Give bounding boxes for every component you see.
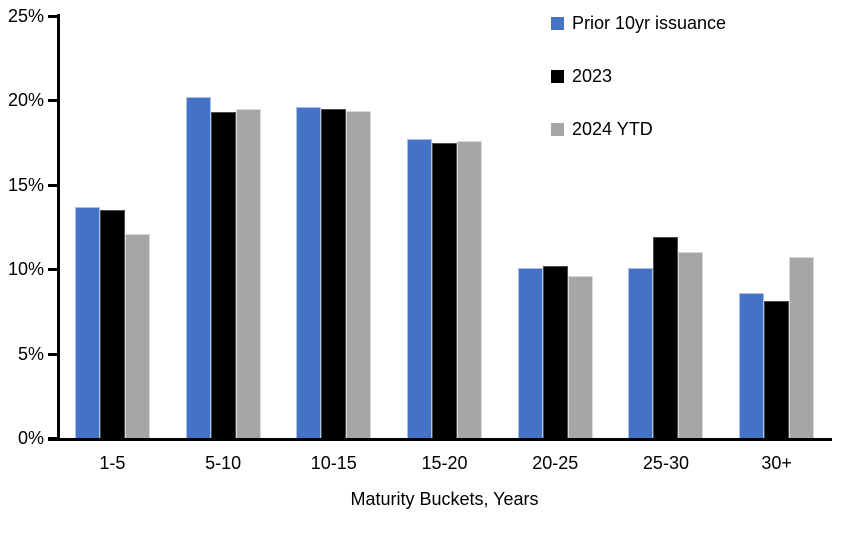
bar-2023-5-10	[210, 112, 236, 438]
bar-prior-10yr-issuance-5-10	[185, 97, 211, 438]
bar-2023-30+	[764, 301, 790, 438]
bar-prior-10yr-issuance-30+	[739, 292, 765, 438]
bar-prior-10yr-issuance-20-25	[517, 267, 543, 438]
bar-2024-ytd-20-25	[567, 275, 593, 438]
bar-prior-10yr-issuance-25-30	[628, 267, 654, 438]
bar-prior-10yr-issuance-10-15	[296, 107, 322, 438]
bar-2023-25-30	[653, 237, 679, 438]
y-tick-label: 15%	[7, 174, 44, 195]
bar-group-10-15	[278, 16, 389, 438]
bar-2024-ytd-1-5	[124, 233, 150, 438]
x-axis-labels: 1-5 5-10 10-15 15-20 20-25 25-30 30+	[57, 453, 832, 474]
bar-prior-10yr-issuance-15-20	[407, 139, 433, 438]
y-tick-mark	[48, 183, 57, 187]
legend: Prior 10yr issuance 2023 2024 YTD	[551, 11, 726, 170]
bar-group-15-20	[389, 16, 500, 438]
y-tick-mark	[48, 352, 57, 356]
legend-label: 2023	[572, 66, 613, 86]
y-tick-label: 10%	[7, 259, 44, 280]
legend-label: 2024 YTD	[572, 119, 653, 139]
legend-item-prior-10yr-issuance: Prior 10yr issuance	[551, 11, 726, 36]
x-tick-label-20-25: 20-25	[532, 453, 579, 473]
x-axis-line	[48, 438, 832, 441]
bar-2023-20-25	[542, 265, 568, 438]
bar-prior-10yr-issuance-1-5	[74, 206, 100, 438]
bar-2024-ytd-5-10	[235, 108, 261, 438]
x-tick-label-10-15: 10-15	[310, 453, 357, 473]
bar-2024-ytd-25-30	[678, 252, 704, 438]
y-axis-line	[57, 14, 60, 441]
bar-2024-ytd-10-15	[346, 110, 372, 438]
x-tick-label-1-5: 1-5	[99, 453, 126, 473]
bar-group-1-5	[57, 16, 168, 438]
legend-item-2023: 2023	[551, 64, 726, 89]
x-tick-label-5-10: 5-10	[205, 453, 242, 473]
bar-2023-1-5	[99, 210, 125, 438]
y-tick-label: 25%	[7, 6, 44, 26]
bar-2024-ytd-15-20	[457, 140, 483, 438]
bar-group-25-30	[611, 16, 722, 438]
y-tick-label: 20%	[7, 90, 44, 111]
bar-group-5-10	[168, 16, 279, 438]
y-tick-label: 0%	[17, 428, 44, 448]
legend-marker-icon	[551, 123, 564, 136]
plot-area	[57, 16, 832, 438]
y-tick-label: 5%	[17, 343, 44, 364]
legend-item-2024-ytd: 2024 YTD	[551, 117, 726, 142]
x-tick-label-30+: 30+	[761, 453, 792, 473]
y-tick-mark	[48, 437, 57, 440]
legend-marker-icon	[551, 17, 564, 30]
bar-group-30+	[721, 16, 832, 438]
bar-2023-10-15	[321, 108, 347, 438]
bar-2024-ytd-30+	[789, 257, 815, 438]
bar-group-20-25	[500, 16, 611, 438]
y-tick-mark	[48, 15, 57, 18]
legend-marker-icon	[551, 70, 564, 83]
y-tick-mark	[48, 99, 57, 103]
x-tick-label-15-20: 15-20	[421, 453, 468, 473]
legend-label: Prior 10yr issuance	[572, 13, 727, 33]
x-axis-title: Maturity Buckets, Years	[350, 489, 539, 509]
x-tick-label-25-30: 25-30	[642, 453, 689, 473]
bar-2023-15-20	[432, 142, 458, 438]
y-tick-mark	[48, 268, 57, 272]
